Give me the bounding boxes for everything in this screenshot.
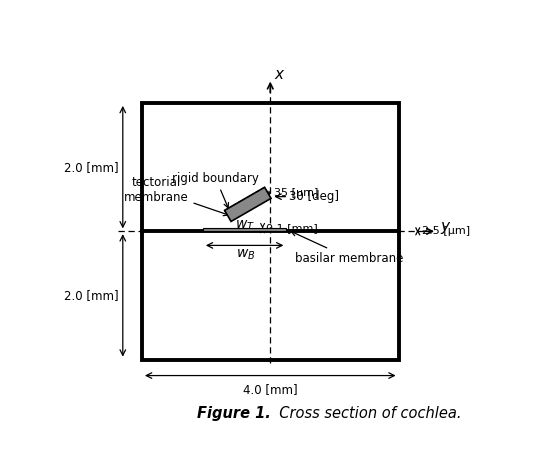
Text: 0.1 [mm]: 0.1 [mm] — [266, 223, 318, 233]
Polygon shape — [203, 229, 286, 231]
Text: tectorial
membrane: tectorial membrane — [124, 176, 229, 216]
Text: 30 [deg]: 30 [deg] — [289, 190, 339, 203]
Text: Cross section of cochlea.: Cross section of cochlea. — [270, 406, 462, 421]
Text: x: x — [274, 67, 283, 82]
Text: 35 [μm]: 35 [μm] — [274, 188, 319, 198]
Text: $w_T$: $w_T$ — [235, 218, 255, 233]
Text: rigid boundary: rigid boundary — [172, 172, 259, 208]
Polygon shape — [225, 187, 271, 222]
Text: y: y — [441, 219, 450, 234]
Text: 2.0 [mm]: 2.0 [mm] — [64, 161, 119, 174]
Text: 2.5 [μm]: 2.5 [μm] — [422, 226, 470, 236]
Text: 4.0 [mm]: 4.0 [mm] — [243, 383, 298, 396]
Text: basilar membrane: basilar membrane — [292, 231, 403, 265]
Text: 2.0 [mm]: 2.0 [mm] — [64, 289, 119, 302]
Text: Figure 1.: Figure 1. — [197, 406, 270, 421]
Text: $w_B$: $w_B$ — [236, 248, 256, 262]
